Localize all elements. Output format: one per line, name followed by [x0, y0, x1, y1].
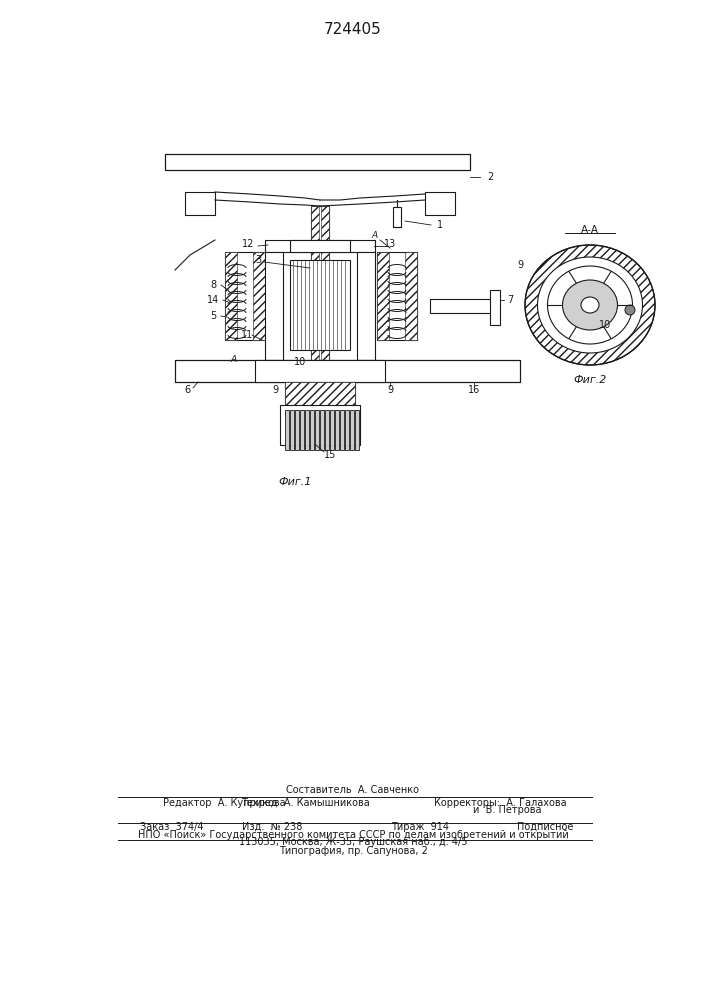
Text: А: А: [231, 356, 237, 364]
Text: и  В. Петрова: и В. Петрова: [473, 805, 542, 815]
Bar: [377, 252, 417, 340]
Bar: [295, 410, 299, 450]
Text: 2: 2: [487, 172, 493, 182]
Bar: [311, 206, 319, 360]
Text: НПО «Поиск» Государственного комитета СССР по делам изобретений и открытий: НПО «Поиск» Государственного комитета СС…: [138, 830, 568, 840]
Bar: [340, 410, 344, 450]
Text: Редактор  А. Куприкова: Редактор А. Куприкова: [163, 798, 286, 808]
Text: 15: 15: [324, 450, 337, 460]
Bar: [325, 410, 329, 450]
Text: 9: 9: [387, 385, 393, 395]
Text: 10: 10: [599, 320, 611, 330]
Text: 6: 6: [184, 385, 190, 395]
Text: 5: 5: [210, 311, 216, 321]
Bar: [310, 410, 314, 450]
Bar: [225, 252, 265, 340]
Bar: [315, 410, 319, 450]
Text: Техред  А. Камышникова: Техред А. Камышникова: [240, 798, 369, 808]
Text: Корректоры:  А. Галахова: Корректоры: А. Галахова: [433, 798, 566, 808]
Text: 1: 1: [437, 220, 443, 230]
Text: А: А: [372, 231, 378, 239]
Bar: [175, 360, 520, 382]
Bar: [290, 240, 350, 252]
Bar: [430, 299, 495, 313]
Text: Заказ  374/4: Заказ 374/4: [140, 822, 204, 832]
Bar: [265, 252, 283, 360]
Bar: [253, 252, 265, 340]
Text: 9: 9: [517, 260, 523, 270]
Bar: [355, 240, 375, 252]
Bar: [490, 290, 500, 325]
Text: 14: 14: [207, 295, 219, 305]
Text: 10: 10: [294, 357, 306, 367]
Bar: [377, 252, 389, 340]
Ellipse shape: [525, 245, 655, 365]
Bar: [175, 360, 520, 382]
Ellipse shape: [537, 257, 643, 353]
Bar: [320, 410, 324, 450]
Text: А-А: А-А: [581, 225, 599, 235]
Bar: [300, 410, 304, 450]
Text: 3: 3: [255, 255, 261, 265]
Bar: [393, 207, 401, 227]
Bar: [280, 405, 360, 445]
Bar: [285, 382, 355, 405]
Bar: [345, 410, 349, 450]
Ellipse shape: [581, 297, 599, 313]
Circle shape: [625, 305, 635, 315]
Bar: [357, 252, 375, 360]
Text: Подписное: Подписное: [517, 822, 573, 832]
Text: Типография, пр. Сапунова, 2: Типография, пр. Сапунова, 2: [279, 846, 428, 856]
Bar: [425, 192, 455, 215]
Text: 8: 8: [210, 280, 216, 290]
Bar: [290, 410, 294, 450]
Bar: [425, 192, 455, 215]
Text: Изд.  № 238: Изд. № 238: [242, 822, 302, 832]
Text: Тираж  914: Тираж 914: [391, 822, 449, 832]
Bar: [335, 410, 339, 450]
Text: 12: 12: [242, 239, 255, 249]
Bar: [185, 192, 215, 215]
Ellipse shape: [563, 280, 617, 330]
Text: Фиг.1: Фиг.1: [279, 477, 312, 487]
Text: 7: 7: [507, 295, 513, 305]
Bar: [185, 192, 215, 215]
Bar: [265, 252, 283, 360]
Text: 13: 13: [384, 239, 396, 249]
Bar: [311, 206, 329, 360]
Text: 9: 9: [272, 385, 278, 395]
Text: 724405: 724405: [324, 22, 382, 37]
Bar: [290, 260, 350, 350]
Text: 113035, Москва, Ж-35, Раушская наб., д. 4/5: 113035, Москва, Ж-35, Раушская наб., д. …: [239, 837, 467, 847]
Bar: [350, 410, 354, 450]
Bar: [225, 252, 237, 340]
Text: Составитель  А. Савченко: Составитель А. Савченко: [286, 785, 419, 795]
Bar: [357, 252, 375, 360]
Bar: [255, 360, 385, 382]
Bar: [265, 240, 375, 252]
Ellipse shape: [547, 266, 633, 344]
Bar: [285, 382, 355, 405]
Text: 11: 11: [241, 330, 253, 340]
Text: Фиг.2: Фиг.2: [573, 375, 607, 385]
Text: 16: 16: [468, 385, 480, 395]
Bar: [305, 410, 309, 450]
Bar: [321, 206, 329, 360]
Bar: [405, 252, 417, 340]
Bar: [265, 240, 285, 252]
Bar: [165, 154, 470, 170]
Bar: [355, 410, 359, 450]
Bar: [285, 410, 289, 450]
Bar: [330, 410, 334, 450]
Bar: [165, 154, 470, 170]
